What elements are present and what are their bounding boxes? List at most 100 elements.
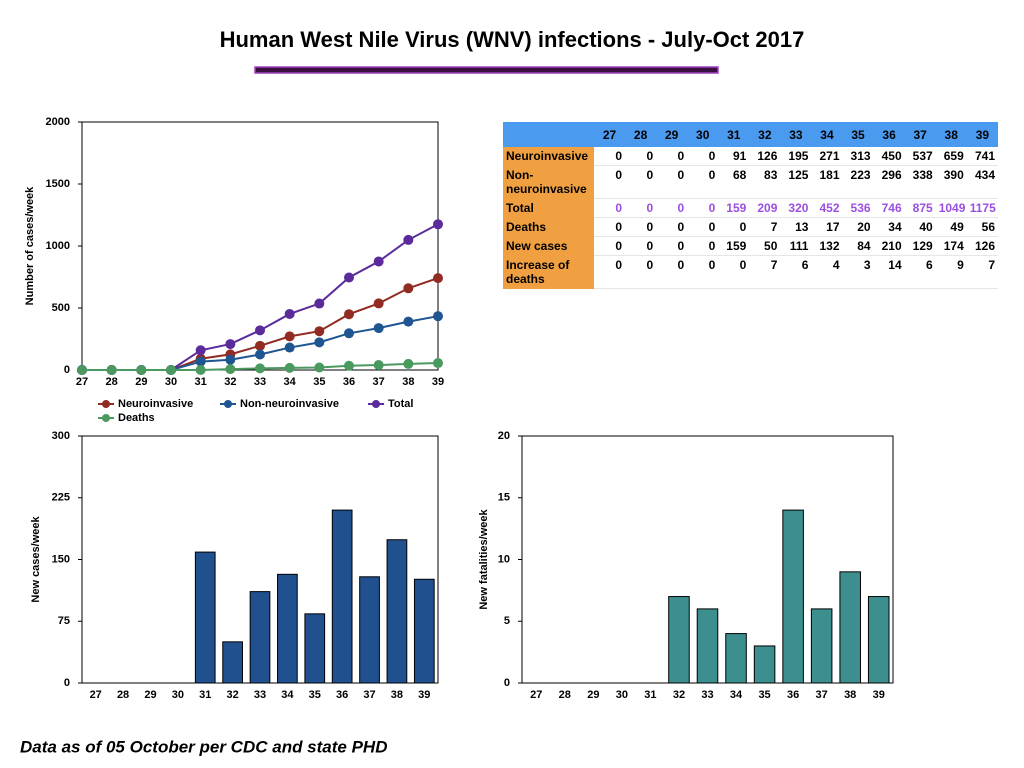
x-tick-label: 28 bbox=[559, 689, 571, 701]
x-tick-label: 37 bbox=[373, 376, 385, 388]
y-tick-label: 300 bbox=[52, 430, 70, 442]
y-tick-label: 20 bbox=[498, 430, 510, 442]
bar bbox=[753, 645, 776, 684]
x-tick-label: 29 bbox=[144, 689, 156, 701]
bar bbox=[782, 509, 804, 684]
table-row: Increase of deaths 0 0 0 0 0 7 6 4 3 14 6 9 7 bbox=[503, 255, 998, 289]
y-axis-label: Number of cases/week bbox=[24, 186, 36, 305]
column-header: 27 bbox=[594, 122, 626, 147]
point bbox=[314, 362, 325, 373]
point bbox=[344, 328, 354, 339]
cell: 181 bbox=[811, 165, 843, 199]
table-header: 27 28 29 30 31 32 33 34 35 36 37 38 39 bbox=[503, 122, 998, 147]
cell: 875 bbox=[904, 198, 936, 218]
x-tick-label: 32 bbox=[673, 689, 685, 701]
x-tick-label: 29 bbox=[135, 376, 147, 388]
x-tick-label: 35 bbox=[309, 689, 321, 701]
bar bbox=[249, 591, 271, 684]
cell: 0 bbox=[594, 165, 626, 199]
point bbox=[433, 219, 443, 230]
x-tick-label: 27 bbox=[76, 376, 88, 388]
data-table: 27 28 29 30 31 32 33 34 35 36 37 38 39 Neuroinvasive 0… bbox=[503, 122, 998, 289]
cell: 450 bbox=[873, 147, 905, 166]
point bbox=[195, 345, 206, 356]
cell: 91 bbox=[718, 147, 750, 166]
point bbox=[344, 272, 354, 283]
cell: 537 bbox=[904, 147, 936, 166]
cell: 313 bbox=[842, 147, 874, 166]
cell: 0 bbox=[687, 255, 719, 289]
cell: 49 bbox=[935, 217, 967, 237]
cell: 1049 bbox=[935, 198, 967, 218]
x-tick-label: 35 bbox=[313, 376, 325, 388]
x-tick-label: 27 bbox=[530, 689, 542, 701]
column-header: 28 bbox=[625, 122, 657, 147]
cell: 0 bbox=[656, 198, 688, 218]
y-tick-label: 5 bbox=[504, 615, 510, 627]
cell: 320 bbox=[780, 198, 812, 218]
column-header: 29 bbox=[656, 122, 688, 147]
cell: 195 bbox=[780, 147, 812, 166]
point bbox=[344, 309, 354, 320]
cell: 20 bbox=[842, 217, 874, 237]
table-row: Neuroinvasive 0 0 0 0 91 126 195 271 313 450 537 659… bbox=[503, 147, 998, 166]
point bbox=[373, 360, 384, 371]
cell: 296 bbox=[873, 165, 905, 199]
x-tick-label: 28 bbox=[117, 689, 129, 701]
cell: 132 bbox=[811, 236, 843, 256]
y-tick-label: 0 bbox=[504, 677, 510, 689]
legend-label: Total bbox=[388, 398, 413, 410]
point bbox=[314, 326, 325, 337]
point bbox=[77, 365, 87, 375]
bar bbox=[696, 608, 719, 684]
cell: 50 bbox=[749, 236, 781, 256]
bar bbox=[386, 539, 408, 684]
row-label: Neuroinvasive bbox=[503, 147, 594, 166]
corner-cell bbox=[503, 122, 594, 147]
point bbox=[433, 311, 443, 322]
y-tick-label: 2000 bbox=[46, 116, 70, 128]
point bbox=[225, 339, 236, 350]
bar bbox=[194, 551, 216, 684]
point bbox=[255, 349, 265, 360]
table-row: Non-neuroinvasive 0 0 0 0 68 83 125 181 223 296 338… bbox=[503, 165, 998, 199]
y-tick-label: 500 bbox=[52, 302, 70, 314]
cell: 3 bbox=[842, 255, 874, 289]
x-tick-label: 29 bbox=[587, 689, 599, 701]
cell: 0 bbox=[656, 255, 688, 289]
column-header: 30 bbox=[687, 122, 719, 147]
cell: 0 bbox=[594, 236, 626, 256]
x-tick-label: 31 bbox=[644, 689, 656, 701]
cell: 0 bbox=[625, 255, 657, 289]
column-header: 36 bbox=[873, 122, 905, 147]
cell: 0 bbox=[718, 255, 750, 289]
cell: 13 bbox=[780, 217, 812, 237]
point bbox=[195, 356, 206, 367]
bar bbox=[725, 633, 747, 684]
cell: 56 bbox=[966, 217, 998, 237]
cell: 7 bbox=[966, 255, 998, 289]
cell: 68 bbox=[718, 165, 750, 199]
cell: 83 bbox=[749, 165, 781, 199]
cell: 0 bbox=[625, 147, 657, 166]
cell: 223 bbox=[842, 165, 874, 199]
cell: 159 bbox=[718, 236, 750, 256]
y-tick-label: 0 bbox=[64, 364, 70, 376]
point bbox=[314, 298, 325, 309]
point bbox=[195, 365, 206, 375]
point bbox=[255, 325, 265, 336]
cell: 1175 bbox=[966, 198, 998, 218]
y-tick-label: 0 bbox=[64, 677, 70, 689]
cell: 536 bbox=[842, 198, 874, 218]
cell: 6 bbox=[904, 255, 936, 289]
cell: 7 bbox=[749, 217, 781, 237]
y-tick-label: 225 bbox=[52, 492, 70, 504]
x-tick-label: 39 bbox=[873, 689, 885, 701]
x-tick-label: 36 bbox=[343, 376, 355, 388]
slide-title: Human West Nile Virus (WNV) infections -… bbox=[220, 27, 805, 52]
x-tick-label: 36 bbox=[787, 689, 799, 701]
cell: 0 bbox=[656, 147, 688, 166]
x-tick-label: 32 bbox=[224, 376, 236, 388]
x-tick-label: 31 bbox=[199, 689, 211, 701]
point bbox=[225, 364, 236, 375]
